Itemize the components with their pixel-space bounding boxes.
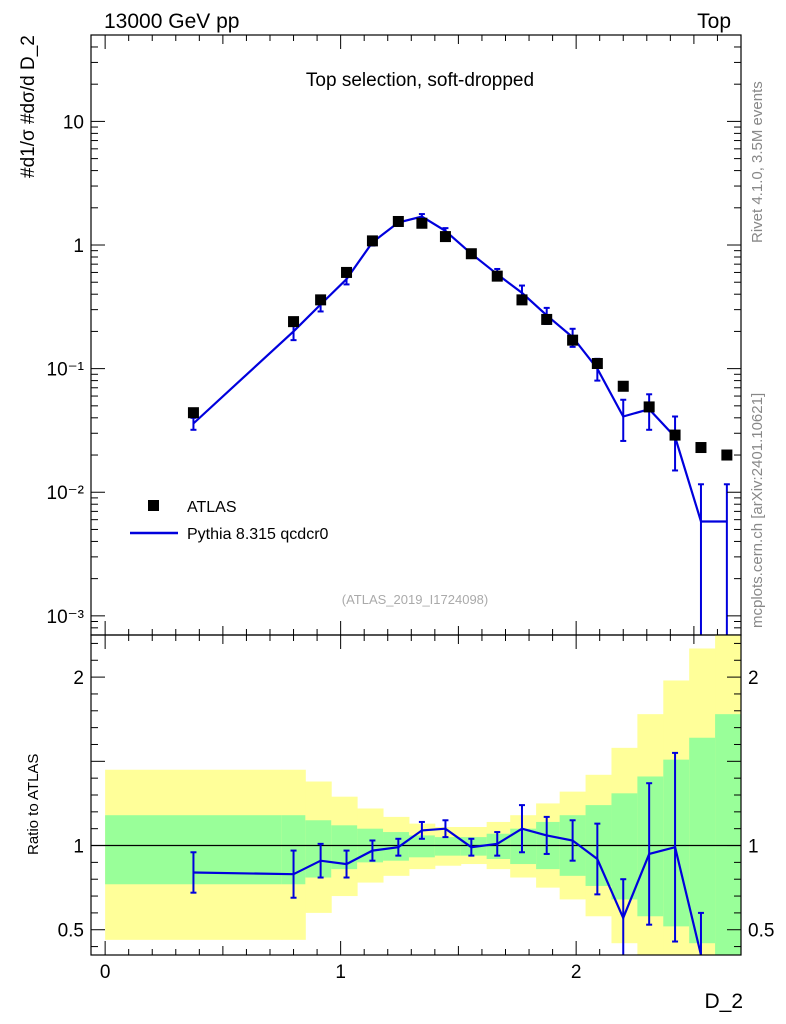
ratio-plot: 0 1 2 0.5 0.5 1 1 2 2 (58, 634, 774, 983)
x-tick-label: 0 (100, 962, 111, 983)
x-tick-label: 1 (335, 962, 346, 983)
ratio-y-tick-label-right: 2 (748, 668, 759, 689)
data-point (465, 248, 477, 260)
y-tick-label: 10 (63, 112, 84, 133)
ratio-y-tick-label-right: 0.5 (748, 921, 774, 942)
data-point (643, 401, 655, 413)
data-point (567, 334, 579, 346)
ratio-band-inner (305, 820, 332, 878)
data-point (491, 270, 503, 282)
x-tick-label: 2 (571, 962, 582, 983)
data-point (416, 217, 428, 229)
data-point (617, 380, 629, 392)
ratio-band-inner (434, 837, 462, 856)
data-point (392, 215, 404, 227)
ratio-y-tick-label-right: 1 (748, 837, 759, 858)
data-point (366, 235, 378, 247)
ratio-y-tick-label: 0.5 (58, 921, 84, 942)
y-tick-label: 1 (73, 236, 84, 257)
data-point (541, 313, 553, 325)
data-point (516, 294, 528, 306)
ratio-ylabel: Ratio to ATLAS (25, 754, 42, 855)
ratio-band-inner (408, 835, 436, 858)
mcplots-label: mcplots.cern.ch [arXiv:2401.10621] (749, 393, 766, 628)
data-point (591, 358, 603, 370)
ratio-band-inner (637, 776, 664, 917)
watermark: (ATLAS_2019_I1724098) (342, 592, 488, 607)
legend-pythia-label: Pythia 8.315 qcdcr0 (187, 526, 329, 543)
ratio-band-inner (663, 759, 690, 927)
y-tick-label: 10⁻³ (47, 607, 85, 628)
ratio-band-inner (715, 714, 742, 955)
header-left: 13000 GeV pp (104, 10, 239, 33)
legend: ATLAS Pythia 8.315 qcdcr0 (130, 499, 329, 543)
data-point (695, 442, 707, 454)
data-point (341, 266, 353, 278)
ratio-series-line (193, 827, 703, 956)
x-axis-label: D_2 (704, 990, 743, 1013)
main-plot: 10 1 10⁻¹ 10⁻² 10⁻³ (47, 34, 742, 955)
data-point (288, 316, 300, 328)
ratio-band-inner (689, 737, 716, 944)
data-point (439, 231, 451, 243)
header-right: Top (697, 10, 731, 33)
legend-atlas-label: ATLAS (187, 499, 237, 516)
legend-atlas-marker (148, 500, 159, 511)
ratio-y-tick-label: 2 (73, 668, 84, 689)
data-point (187, 407, 199, 419)
ratio-y-tick-label: 1 (73, 837, 84, 858)
data-point (669, 429, 681, 441)
main-title: Top selection, soft-dropped (306, 70, 534, 91)
rivet-label: Rivet 4.1.0, 3.5M events (749, 81, 766, 243)
y-tick-label: 10⁻² (47, 483, 85, 504)
main-ylabel: #d1/σ #dσ/d D_2 (18, 35, 39, 178)
data-point (315, 294, 327, 306)
ratio-band-inner (510, 828, 537, 865)
y-tick-label: 10⁻¹ (47, 360, 85, 381)
data-point (721, 449, 733, 461)
ratio-band-inner (611, 793, 638, 900)
